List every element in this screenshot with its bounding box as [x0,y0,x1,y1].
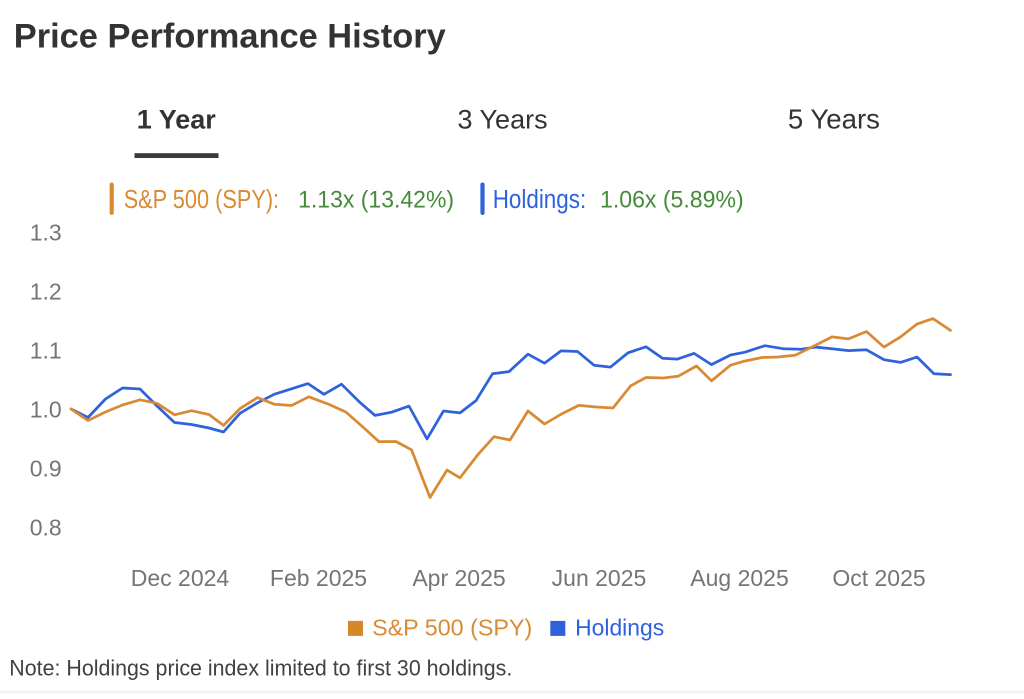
svg-text:1.0: 1.0 [30,397,62,423]
svg-text:1 Year: 1 Year [137,104,217,134]
svg-text:Note: Holdings price index lim: Note: Holdings price index limited to fi… [9,655,512,680]
svg-text:1.1: 1.1 [30,338,62,364]
svg-text:5 Years: 5 Years [788,103,880,134]
svg-text:3 Years: 3 Years [458,104,548,134]
svg-text:S&P 500 (SPY):: S&P 500 (SPY): [124,186,279,214]
svg-text:Apr 2025: Apr 2025 [412,565,505,591]
svg-text:Holdings:: Holdings: [493,186,587,214]
svg-text:Dec 2024: Dec 2024 [131,565,230,591]
svg-text:Price Performance History: Price Performance History [14,17,446,55]
svg-text:S&P 500 (SPY): S&P 500 (SPY) [372,615,532,641]
svg-text:1.06x (5.89%): 1.06x (5.89%) [600,187,744,214]
svg-text:1.13x (13.42%): 1.13x (13.42%) [298,187,454,214]
svg-text:Feb 2025: Feb 2025 [270,565,367,591]
svg-text:Jun 2025: Jun 2025 [552,565,647,591]
svg-text:0.9: 0.9 [30,456,62,482]
svg-text:1.2: 1.2 [30,279,62,305]
svg-text:1.3: 1.3 [30,220,62,246]
svg-text:Holdings: Holdings [575,615,664,641]
svg-text:Oct 2025: Oct 2025 [832,565,925,591]
svg-text:0.8: 0.8 [30,514,62,540]
svg-text:Aug 2025: Aug 2025 [690,565,788,591]
